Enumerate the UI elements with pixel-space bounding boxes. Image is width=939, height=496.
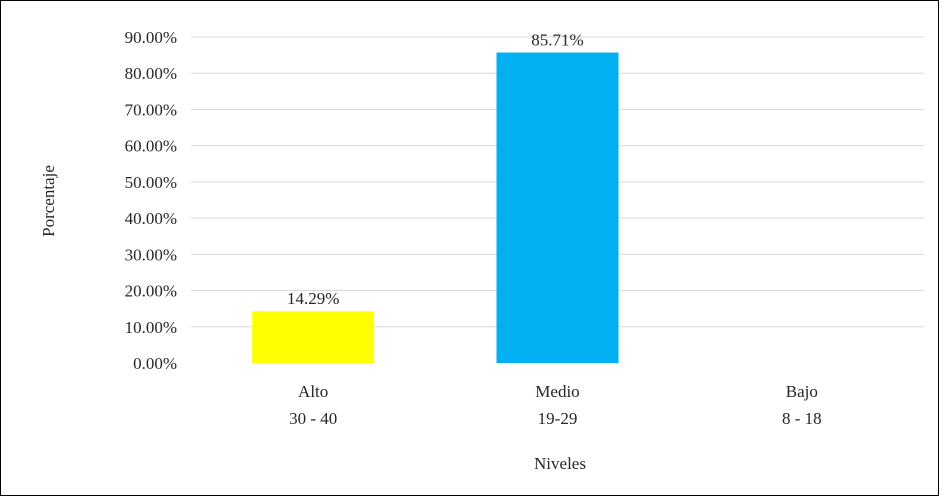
data-label: 85.71% bbox=[531, 31, 583, 50]
x-tick-label: Medio bbox=[535, 382, 579, 401]
x-axis-categories: Alto 30 - 40 Medio 19-29 Bajo 8 - 18 bbox=[289, 382, 822, 428]
bar bbox=[252, 311, 375, 363]
x-tick-sublabel: 19-29 bbox=[538, 409, 578, 428]
x-axis-title: Niveles bbox=[534, 454, 586, 473]
y-tick-label: 50.00% bbox=[125, 173, 177, 192]
y-tick-label: 20.00% bbox=[125, 282, 177, 301]
y-tick-label: 30.00% bbox=[125, 245, 177, 264]
y-tick-label: 40.00% bbox=[125, 209, 177, 228]
y-tick-label: 60.00% bbox=[125, 137, 177, 156]
y-tick-label: 0.00% bbox=[133, 354, 177, 373]
y-tick-label: 90.00% bbox=[125, 28, 177, 47]
value-labels: 14.29% 85.71% bbox=[287, 31, 584, 309]
bar bbox=[496, 52, 619, 363]
bars bbox=[252, 52, 619, 363]
y-tick-label: 70.00% bbox=[125, 100, 177, 119]
x-tick-label: Bajo bbox=[786, 382, 818, 401]
x-tick-sublabel: 8 - 18 bbox=[782, 409, 822, 428]
data-label: 14.29% bbox=[287, 289, 339, 308]
y-axis-title: Porcentaje bbox=[39, 165, 58, 237]
y-tick-label: 10.00% bbox=[125, 318, 177, 337]
x-tick-label: Alto bbox=[298, 382, 328, 401]
y-tick-label: 80.00% bbox=[125, 64, 177, 83]
x-tick-sublabel: 30 - 40 bbox=[289, 409, 337, 428]
y-axis-ticks: 0.00% 10.00% 20.00% 30.00% 40.00% 50.00% 60.00… bbox=[125, 28, 177, 373]
